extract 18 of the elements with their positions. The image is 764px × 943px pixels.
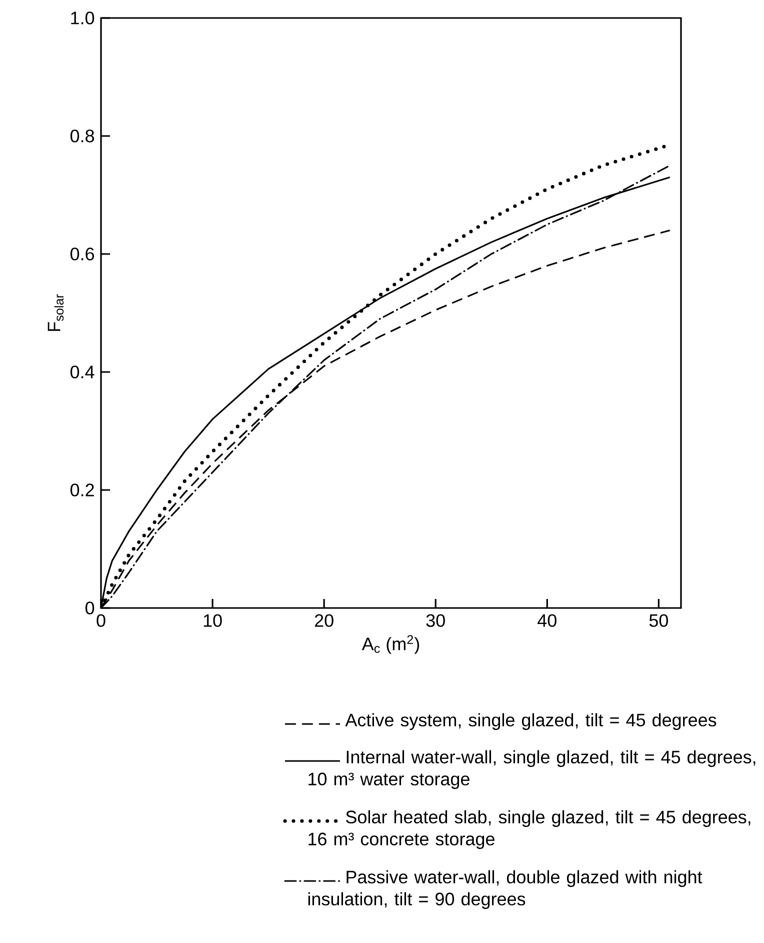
legend-label: Internal water-wall, single glazed, tilt = 45 degrees, 10 m³ water storage [308,750,756,789]
y-tick-label: 0 [85,602,94,614]
x-tick-label: 50 [649,614,668,627]
x-tick-label: 30 [426,614,445,627]
y-tick-label: 0.4 [70,366,94,378]
y-tick-label: 0.2 [70,484,94,496]
y-tick-label: 0.8 [70,130,94,142]
legend-label: Active system, single glazed, tilt = 45 degrees [345,713,716,730]
y-tick-label: 1.0 [71,12,94,24]
x-tick-label: 0 [96,614,106,627]
legend-label: Passive water-wall, double glazed with night insulation, tilt = 90 degrees [308,870,702,909]
x-axis-title: A$_{c}$ (m$^{2}$) [362,635,420,654]
x-tick-label: 10 [204,614,222,627]
x-tick-label: 40 [538,614,556,627]
y-axis-title: F$_{solar}$ [48,294,64,331]
y-tick-label: 0.6 [70,248,94,260]
x-tick-label: 20 [314,614,334,627]
legend-label: Solar heated slab, single glazed, tilt = 45 degrees, 16 m³ concrete storage [308,810,750,849]
